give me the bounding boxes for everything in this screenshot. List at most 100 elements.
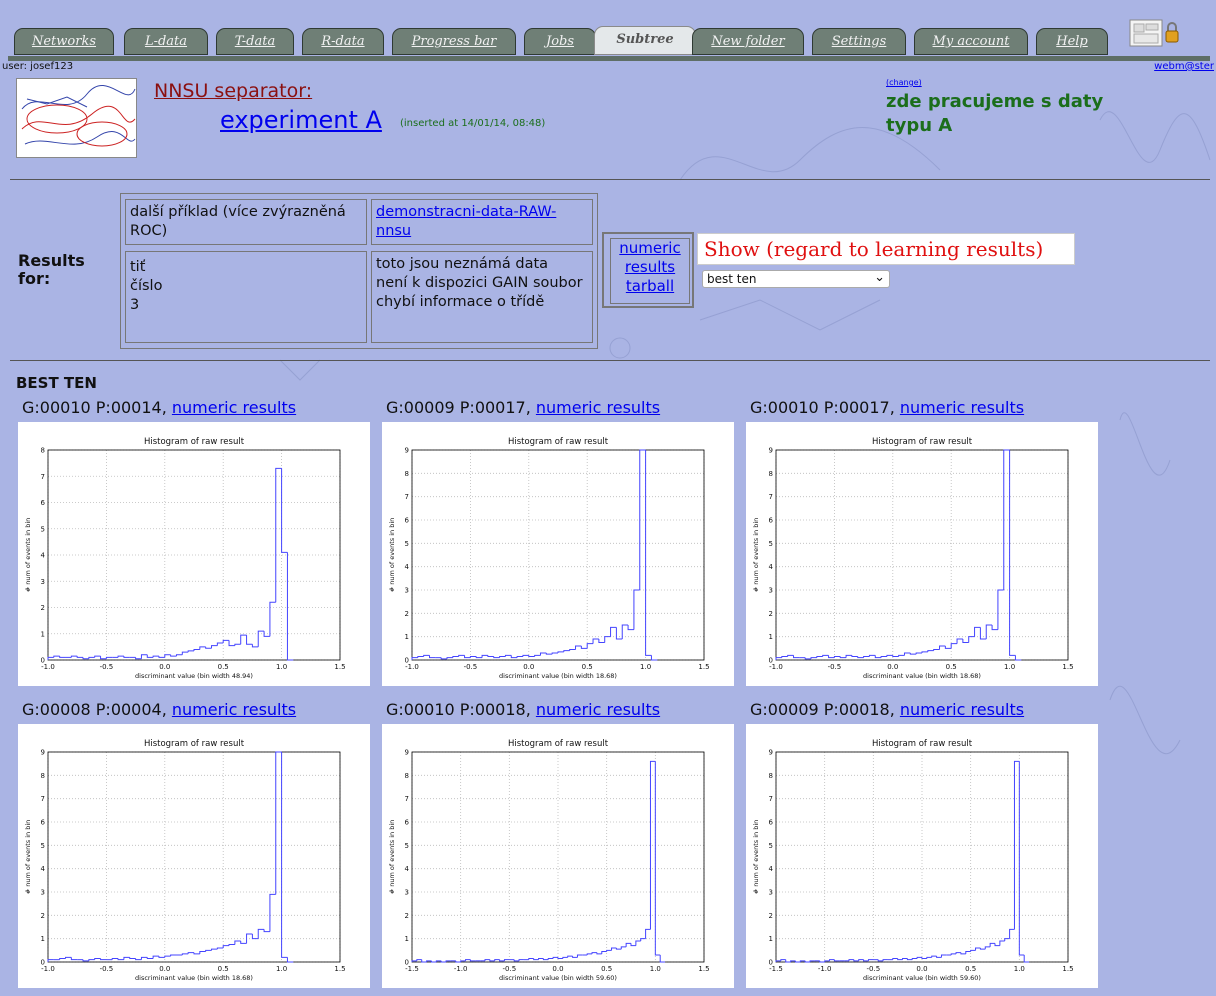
histogram-bin: [839, 656, 847, 659]
x-tick-label: -1.0: [454, 965, 468, 973]
histogram-bin: [944, 646, 952, 649]
numeric-results-link[interactable]: numeric results: [899, 398, 1025, 417]
histogram-bin: [985, 624, 993, 639]
histogram-bin: [135, 958, 142, 961]
tab-networks-link[interactable]: Networks: [31, 34, 96, 49]
histogram-bin: [513, 959, 520, 962]
x-axis-label: discriminant value (bin width 59.60): [499, 974, 617, 982]
x-tick-label: -0.5: [100, 965, 114, 973]
histogram-bin: [429, 655, 436, 659]
histogram-plot[interactable]: Histogram of raw result -1.0 -0.5 0.0 0.5 1.0…: [18, 724, 370, 988]
numeric-results-link[interactable]: numeric results: [899, 700, 1025, 719]
tab-progress-bar-link[interactable]: Progress bar: [411, 34, 497, 49]
histogram-plot[interactable]: Histogram of raw result -1.0 -0.5 0.0 0.5 1.0…: [18, 422, 370, 686]
histogram-bin: [117, 958, 124, 961]
numeric-results-tarball-link[interactable]: numeric results tarball: [619, 239, 681, 295]
histogram-bin: [59, 958, 66, 960]
histogram-bin: [586, 953, 593, 955]
histogram-bin: [111, 958, 119, 960]
histogram-bin: [567, 955, 573, 958]
tab-networks[interactable]: Networks: [14, 28, 114, 55]
histogram-bin: [569, 649, 576, 651]
histogram-bin: [494, 959, 500, 961]
tab-new-folder-link[interactable]: New folder: [711, 34, 785, 49]
experiment-thumbnail[interactable]: [16, 78, 137, 158]
histogram-bin: [557, 651, 564, 653]
y-tick-label: 1: [405, 633, 409, 641]
tab-t-data[interactable]: T-data: [216, 28, 294, 55]
histogram-bin: [199, 646, 206, 650]
histogram-bin: [897, 958, 903, 961]
x-tick-label: 0.5: [965, 965, 976, 973]
result-label: G:00009 P:00018,: [750, 700, 900, 719]
results-for-label: Results for:: [18, 251, 85, 288]
dataset-link[interactable]: demonstracni-data-RAW-nnsu: [376, 204, 557, 239]
tab-help[interactable]: Help: [1036, 28, 1108, 55]
webmaster-link[interactable]: webm@ster: [1154, 61, 1214, 72]
x-tick-label: 1.0: [1014, 965, 1025, 973]
separator-label[interactable]: NNSU separator:: [154, 80, 313, 102]
tab-t-data-link[interactable]: T-data: [234, 34, 276, 49]
result-title: G:00009 P:00017, numeric results: [386, 398, 660, 417]
chevron-down-icon: ⌄: [874, 270, 885, 285]
y-tick-label: 3: [41, 889, 45, 897]
tab-r-data[interactable]: R-data: [302, 28, 384, 55]
tab-jobs[interactable]: Jobs: [524, 28, 596, 55]
histogram-bin: [615, 627, 623, 640]
y-tick-label: 7: [41, 473, 45, 481]
x-tick-label: -1.0: [405, 663, 419, 671]
histogram-bin: [59, 656, 66, 658]
histogram-bin: [620, 946, 627, 950]
chart-title: Histogram of raw result: [872, 437, 973, 447]
histogram-bin: [1003, 449, 1010, 590]
numeric-results-box: numeric results tarball: [602, 232, 694, 308]
experiment-link[interactable]: experiment A: [220, 106, 382, 134]
y-tick-label: 9: [405, 447, 409, 455]
y-tick-label: 2: [41, 912, 45, 920]
chart-title: Histogram of raw result: [144, 437, 245, 447]
tab-subtree-link[interactable]: Subtree: [616, 32, 674, 47]
x-axis-label: discriminant value (bin width 18.68): [135, 974, 253, 982]
lock-icon[interactable]: [1128, 18, 1182, 50]
y-tick-label: 7: [769, 795, 773, 803]
histogram-bin: [47, 959, 54, 962]
tab-l-data[interactable]: L-data: [124, 28, 208, 55]
histogram-bin: [464, 655, 471, 659]
numeric-results-link[interactable]: numeric results: [171, 398, 297, 417]
histogram-plot[interactable]: Histogram of raw result -1.5 -1.0 -0.5 0.0 0.…: [382, 724, 734, 988]
histogram-bin: [927, 650, 934, 652]
y-tick-label: 9: [41, 749, 45, 757]
histogram-plot[interactable]: Histogram of raw result -1.5 -1.0 -0.5 0.0 0.…: [746, 724, 1098, 988]
tab-subtree[interactable]: Subtree: [594, 26, 696, 55]
y-tick-label: 0: [41, 657, 45, 665]
tab-jobs-link[interactable]: Jobs: [545, 34, 575, 49]
numeric-results-link[interactable]: numeric results: [535, 398, 661, 417]
histogram-bin: [627, 625, 634, 631]
results-description-text: další příklad (více zvýrazněná ROC): [130, 204, 346, 239]
tab-my-account-link[interactable]: My account: [932, 34, 1010, 49]
tab-new-folder[interactable]: New folder: [692, 28, 804, 55]
show-label: Show (regard to learning results): [697, 233, 1075, 265]
tab-l-data-link[interactable]: L-data: [144, 34, 188, 49]
y-tick-label: 6: [769, 517, 774, 525]
histogram-bin: [965, 951, 971, 954]
histogram-plot[interactable]: Histogram of raw result -1.0 -0.5 0.0 0.5 1.0…: [746, 422, 1098, 686]
numeric-results-link[interactable]: numeric results: [535, 700, 661, 719]
tab-my-account[interactable]: My account: [914, 28, 1028, 55]
numeric-results-link[interactable]: numeric results: [171, 700, 297, 719]
tab-settings[interactable]: Settings: [812, 28, 906, 55]
x-tick-label: 1.0: [276, 965, 287, 973]
histogram-bin: [950, 953, 957, 955]
histogram-chart: Histogram of raw result -1.0 -0.5 0.0 0.5 1.0…: [388, 437, 710, 680]
tab-help-link[interactable]: Help: [1056, 34, 1088, 49]
tab-settings-link[interactable]: Settings: [831, 34, 887, 49]
change-note-link[interactable]: (change): [886, 78, 922, 87]
histogram-bin: [906, 958, 913, 961]
tab-progress-bar[interactable]: Progress bar: [392, 28, 516, 55]
histogram-bin: [423, 654, 430, 657]
histogram-plot[interactable]: Histogram of raw result -1.0 -0.5 0.0 0.5 1.0…: [382, 422, 734, 686]
tab-r-data-link[interactable]: R-data: [321, 34, 365, 49]
histogram-bin: [82, 959, 89, 962]
histogram-bin: [591, 952, 597, 954]
show-select[interactable]: best ten ⌄: [702, 270, 890, 288]
